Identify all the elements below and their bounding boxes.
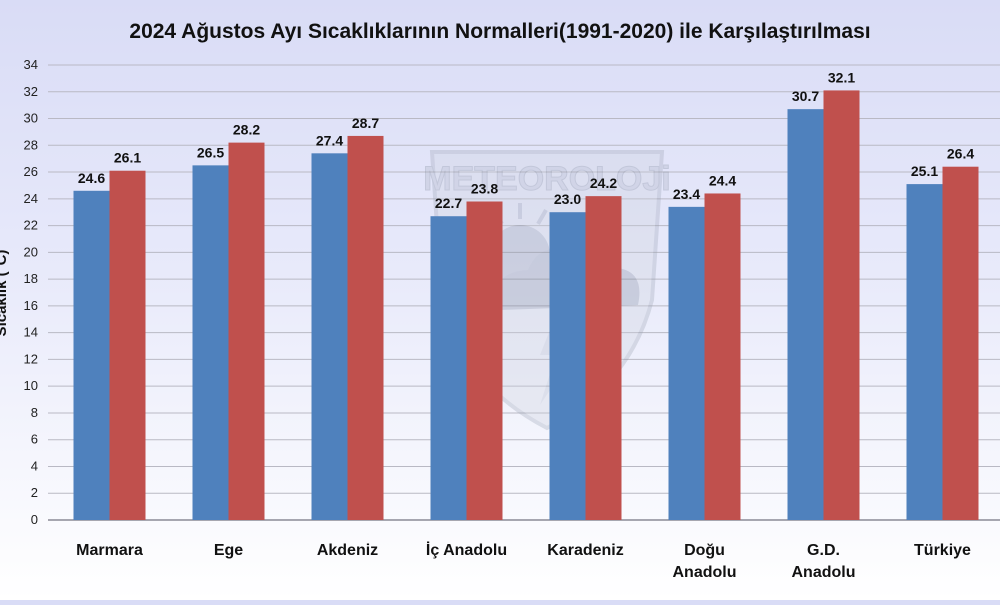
bar <box>942 166 979 521</box>
data-label: 26.4 <box>947 146 974 162</box>
y-tick-label: 16 <box>24 298 38 313</box>
y-tick-label: 0 <box>31 512 38 527</box>
y-tick-label: 12 <box>24 351 38 366</box>
bar <box>549 212 586 521</box>
bar <box>906 184 943 520</box>
data-label: 24.4 <box>709 172 736 188</box>
bar <box>228 142 265 520</box>
x-category-label: Karadeniz <box>547 542 623 559</box>
x-category-label: Doğu Anadolu <box>673 542 737 581</box>
y-tick-label: 10 <box>24 378 38 393</box>
data-label: 28.2 <box>233 122 260 138</box>
x-category-label: İç Anadolu <box>426 541 507 559</box>
x-category-label: Türkiye <box>914 542 971 559</box>
sun-ray <box>536 208 548 225</box>
x-category-label: Marmara <box>76 542 143 559</box>
bar <box>823 90 860 521</box>
data-label: 24.2 <box>590 175 617 191</box>
y-tick-label: 24 <box>24 191 38 206</box>
y-tick-label: 30 <box>24 111 38 126</box>
y-tick-label: 22 <box>24 218 38 233</box>
data-label: 27.4 <box>316 132 343 148</box>
y-tick-label: 20 <box>24 244 38 259</box>
y-tick-label: 32 <box>24 84 38 99</box>
y-tick-label: 8 <box>31 405 38 420</box>
y-tick-label: 28 <box>24 137 38 152</box>
data-label: 23.8 <box>471 181 498 197</box>
data-label: 28.7 <box>352 115 379 131</box>
x-category-label: Akdeniz <box>317 542 378 559</box>
y-tick-label: 2 <box>31 485 38 500</box>
watermark-text: METEOROLOJi <box>423 160 670 198</box>
sun-icon <box>490 225 550 285</box>
bar <box>585 196 622 520</box>
y-tick-label: 6 <box>31 432 38 447</box>
bar <box>192 165 229 520</box>
x-category-label: G.D. Anadolu <box>792 542 856 581</box>
y-tick-label: 4 <box>31 458 38 473</box>
bar <box>787 109 824 520</box>
bars <box>73 90 979 521</box>
bar <box>109 170 146 520</box>
bar <box>73 190 110 520</box>
bar <box>668 206 705 520</box>
data-label: 23.4 <box>673 186 700 202</box>
bar <box>466 201 503 520</box>
bar <box>311 153 348 520</box>
y-axis-label: Sıcaklık (°C) <box>0 250 10 337</box>
chart-title: 2024 Ağustos Ayı Sıcaklıklarının Normall… <box>129 20 870 43</box>
data-labels: 24.6 26.1 26.5 28.2 27.4 28.7 22.7 23.8 23.0 24.2… <box>78 69 974 211</box>
sun-ray <box>536 285 548 302</box>
data-label: 25.1 <box>911 163 938 179</box>
data-label: 26.5 <box>197 144 224 160</box>
y-tick-label: 34 <box>24 57 38 72</box>
data-label: 26.1 <box>114 150 141 166</box>
data-label: 30.7 <box>792 88 819 104</box>
data-label: 23.0 <box>554 191 581 207</box>
y-tick-label: 26 <box>24 164 38 179</box>
bar <box>704 193 741 520</box>
data-label: 24.6 <box>78 170 105 186</box>
data-label: 32.1 <box>828 69 855 85</box>
x-category-label: Ege <box>214 542 243 559</box>
y-tick-label: 18 <box>24 271 38 286</box>
data-label: 22.7 <box>435 195 462 211</box>
bar <box>430 216 467 520</box>
x-categories: Marmara Ege Akdeniz İç Anadolu Karadeniz Doğu… <box>76 541 971 581</box>
bar <box>347 135 384 521</box>
y-tick-label: 14 <box>24 325 38 340</box>
